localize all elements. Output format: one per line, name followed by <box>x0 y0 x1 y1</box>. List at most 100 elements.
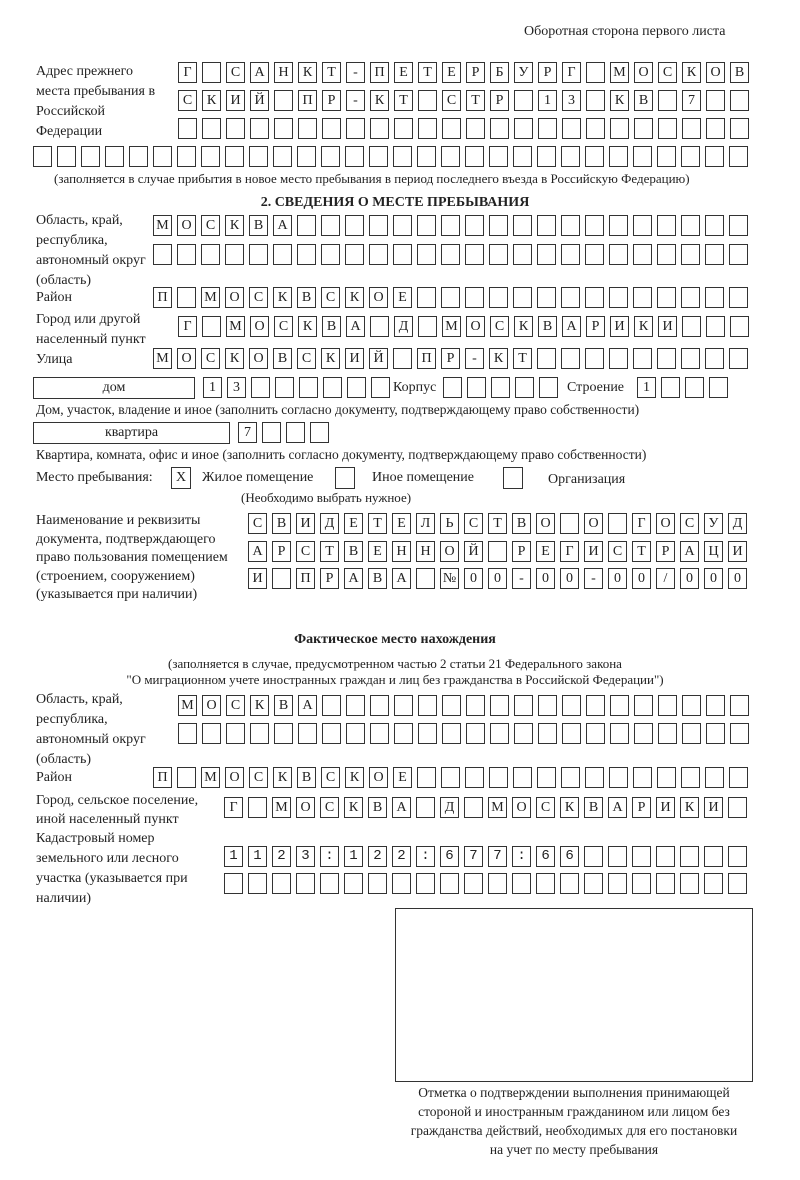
char-cell[interactable]: И <box>656 797 675 818</box>
char-cell[interactable]: О <box>656 513 675 534</box>
char-cell[interactable] <box>370 118 389 139</box>
char-cell[interactable] <box>369 146 388 167</box>
char-cell[interactable] <box>418 695 437 716</box>
char-cell[interactable] <box>656 846 675 867</box>
char-cell[interactable]: Т <box>488 513 507 534</box>
char-cell[interactable] <box>224 846 243 867</box>
char-cell[interactable] <box>682 118 701 139</box>
char-cell[interactable]: Р <box>538 62 557 83</box>
char-cell[interactable] <box>610 695 629 716</box>
char-cell[interactable] <box>417 767 436 788</box>
char-cell[interactable] <box>442 118 461 139</box>
char-cell[interactable]: Р <box>490 90 509 111</box>
char-cell[interactable] <box>201 244 220 265</box>
char-cell[interactable] <box>442 695 461 716</box>
char-cell[interactable] <box>633 767 652 788</box>
char-cell[interactable] <box>561 146 580 167</box>
char-cell[interactable] <box>464 846 483 867</box>
char-cell[interactable] <box>682 723 701 744</box>
char-cell[interactable]: 3 <box>562 90 581 111</box>
char-cell[interactable]: О <box>225 287 244 308</box>
char-cell[interactable] <box>344 846 363 867</box>
char-cell[interactable]: С <box>201 348 220 369</box>
char-cell[interactable]: В <box>344 541 363 562</box>
char-cell[interactable]: М <box>488 797 507 818</box>
char-cell[interactable] <box>488 873 507 894</box>
char-cell[interactable]: В <box>322 316 341 337</box>
char-cell[interactable]: Д <box>440 797 459 818</box>
char-cell[interactable]: Р <box>441 348 460 369</box>
char-cell[interactable] <box>586 695 605 716</box>
char-cell[interactable]: И <box>610 316 629 337</box>
char-cell[interactable]: С <box>442 90 461 111</box>
char-cell[interactable] <box>661 377 680 398</box>
char-cell[interactable] <box>705 287 724 308</box>
char-cell[interactable] <box>609 767 628 788</box>
char-cell[interactable]: М <box>272 797 291 818</box>
char-cell[interactable] <box>538 118 557 139</box>
char-cell[interactable]: 1 <box>637 377 656 398</box>
char-cell[interactable]: 0 <box>560 568 579 589</box>
char-cell[interactable]: М <box>201 767 220 788</box>
char-cell[interactable]: О <box>466 316 485 337</box>
char-cell[interactable] <box>393 146 412 167</box>
char-cell[interactable]: К <box>273 767 292 788</box>
char-cell[interactable] <box>81 146 100 167</box>
char-cell[interactable] <box>537 215 556 236</box>
char-cell[interactable] <box>368 846 387 867</box>
char-cell[interactable]: О <box>369 767 388 788</box>
char-cell[interactable]: Г <box>224 797 243 818</box>
char-cell[interactable] <box>202 62 221 83</box>
char-cell[interactable] <box>512 846 531 867</box>
option-other-checkbox[interactable] <box>335 467 355 489</box>
char-cell[interactable]: А <box>250 62 269 83</box>
char-cell[interactable]: Р <box>512 541 531 562</box>
char-cell[interactable] <box>610 118 629 139</box>
char-cell[interactable]: В <box>249 215 268 236</box>
char-cell[interactable] <box>585 287 604 308</box>
char-cell[interactable]: В <box>512 513 531 534</box>
char-cell[interactable]: О <box>584 513 603 534</box>
char-cell[interactable]: Й <box>369 348 388 369</box>
char-cell[interactable]: С <box>274 316 293 337</box>
char-cell[interactable] <box>153 244 172 265</box>
char-cell[interactable] <box>298 118 317 139</box>
char-cell[interactable] <box>730 118 749 139</box>
char-cell[interactable]: О <box>296 797 315 818</box>
char-cell[interactable]: Р <box>656 541 675 562</box>
char-cell[interactable]: К <box>344 797 363 818</box>
char-cell[interactable]: № <box>440 568 459 589</box>
char-cell[interactable] <box>298 723 317 744</box>
char-cell[interactable] <box>320 873 339 894</box>
char-cell[interactable] <box>250 118 269 139</box>
char-cell[interactable]: Е <box>393 287 412 308</box>
char-cell[interactable] <box>417 215 436 236</box>
char-cell[interactable] <box>441 244 460 265</box>
char-cell[interactable] <box>729 215 748 236</box>
char-cell[interactable] <box>251 377 270 398</box>
char-cell[interactable] <box>467 377 486 398</box>
char-cell[interactable] <box>371 377 390 398</box>
char-cell[interactable] <box>394 695 413 716</box>
char-cell[interactable]: 0 <box>488 568 507 589</box>
char-cell[interactable]: К <box>345 767 364 788</box>
char-cell[interactable]: Л <box>416 513 435 534</box>
char-cell[interactable]: В <box>297 767 316 788</box>
char-cell[interactable] <box>632 873 651 894</box>
char-cell[interactable] <box>201 146 220 167</box>
char-cell[interactable] <box>323 377 342 398</box>
char-cell[interactable] <box>682 316 701 337</box>
char-cell[interactable] <box>248 797 267 818</box>
char-cell[interactable]: И <box>704 797 723 818</box>
char-cell[interactable]: К <box>298 62 317 83</box>
char-cell[interactable]: 0 <box>464 568 483 589</box>
char-cell[interactable] <box>443 377 462 398</box>
char-cell[interactable] <box>513 215 532 236</box>
char-cell[interactable] <box>608 873 627 894</box>
char-cell[interactable]: 1 <box>203 377 222 398</box>
char-cell[interactable] <box>248 846 267 867</box>
char-cell[interactable]: А <box>346 316 365 337</box>
char-cell[interactable] <box>345 244 364 265</box>
char-cell[interactable] <box>658 695 677 716</box>
char-cell[interactable] <box>392 873 411 894</box>
